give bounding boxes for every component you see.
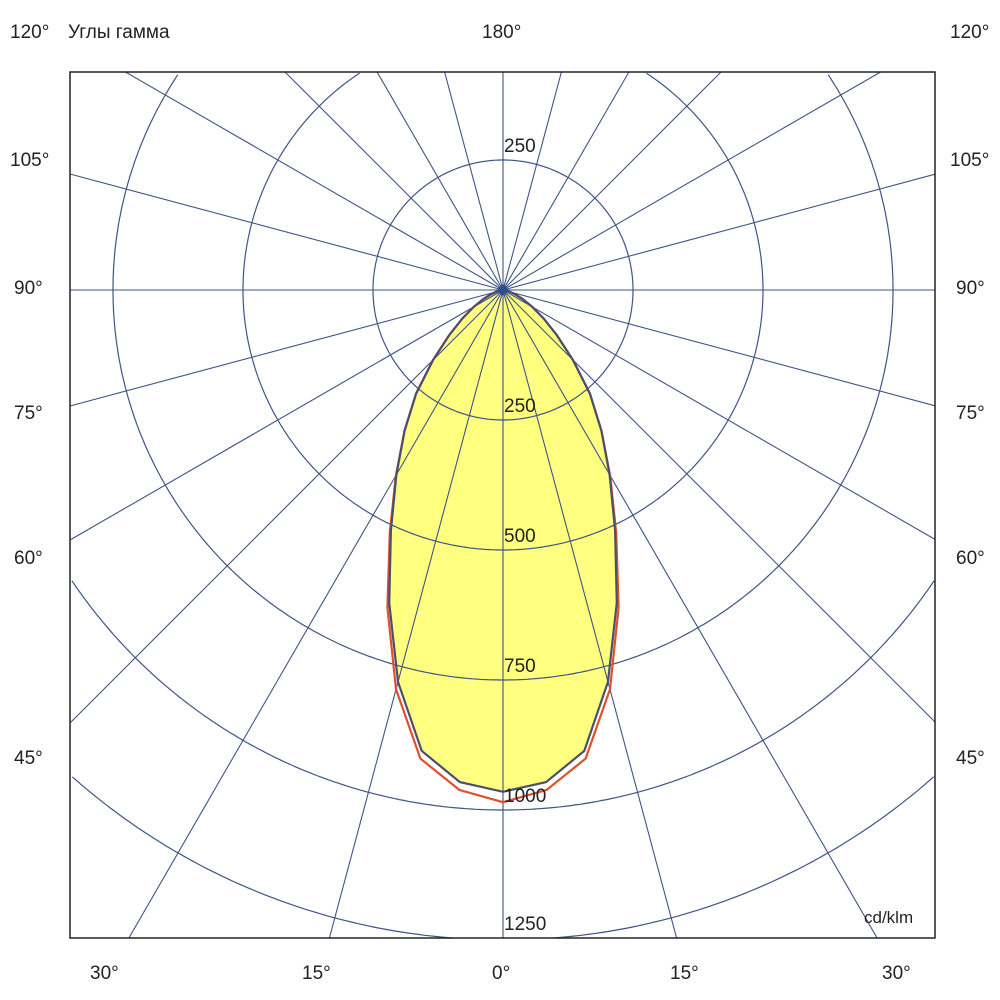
angle-label-105-left: 105°: [10, 150, 50, 171]
angle-label-105-right: 105°: [950, 150, 990, 171]
radial-tick-500: 500: [504, 526, 536, 547]
chart-title: Углы гамма: [68, 22, 170, 43]
angle-label-0: 0°: [492, 963, 511, 984]
plot-frame: [69, 71, 936, 939]
angle-label-180: 180°: [482, 22, 522, 43]
radial-tick-750: 750: [504, 656, 536, 677]
grid-spoke-30: [502, 289, 878, 939]
grid-spoke-345: [328, 289, 504, 939]
angle-label-60-left: 60°: [14, 548, 43, 569]
grid-spoke-330: [128, 289, 504, 939]
radial-tick-1250: 1250: [504, 914, 547, 935]
angle-label-30-right: 30°: [882, 963, 911, 984]
grid-spoke-255: [69, 173, 504, 291]
angle-label-75-right: 75°: [956, 403, 985, 424]
grid-spoke-135: [502, 71, 722, 291]
grid-spoke-240: [125, 71, 504, 291]
angle-label-90-left: 90°: [14, 278, 43, 299]
grid-circle-750: [112, 74, 894, 681]
angle-label-15-right: 15°: [670, 963, 699, 984]
angle-label-90-right: 90°: [956, 278, 985, 299]
grid-spoke-120: [502, 71, 881, 291]
grid-spoke-60: [502, 289, 936, 540]
grid-spoke-300: [69, 289, 504, 541]
unit-label: cd/klm: [864, 908, 914, 927]
angle-label-60-right: 60°: [956, 548, 985, 569]
angle-label-75-left: 75°: [14, 403, 43, 424]
grid-spoke-75: [502, 289, 936, 407]
grid-circle-1250: [71, 776, 935, 939]
angle-label-15-left: 15°: [302, 963, 331, 984]
grid-circle-500: [242, 72, 764, 551]
center-marker: [497, 284, 509, 296]
radial-tick-1000: 1000: [504, 786, 547, 807]
grid-spoke-195: [444, 71, 504, 291]
radial-tick-250: 250: [504, 396, 536, 417]
grid-spoke-210: [376, 71, 504, 291]
angle-label-45-left: 45°: [14, 748, 43, 769]
intensity-curve-0: [388, 288, 618, 793]
angle-label-45-right: 45°: [956, 748, 985, 769]
grid-group: [69, 71, 936, 939]
grid-spoke-105: [502, 173, 936, 291]
grid-spoke-165: [502, 71, 562, 291]
angle-label-120-left: 120°: [10, 22, 50, 43]
grid-spoke-285: [69, 289, 504, 407]
grid-spoke-225: [284, 71, 504, 291]
radial-tick-top: 250: [504, 136, 536, 157]
grid-spoke-150: [502, 71, 630, 291]
grid-spoke-15: [502, 289, 678, 939]
angle-label-120-right: 120°: [950, 22, 990, 43]
angle-label-30-left: 30°: [90, 963, 119, 984]
